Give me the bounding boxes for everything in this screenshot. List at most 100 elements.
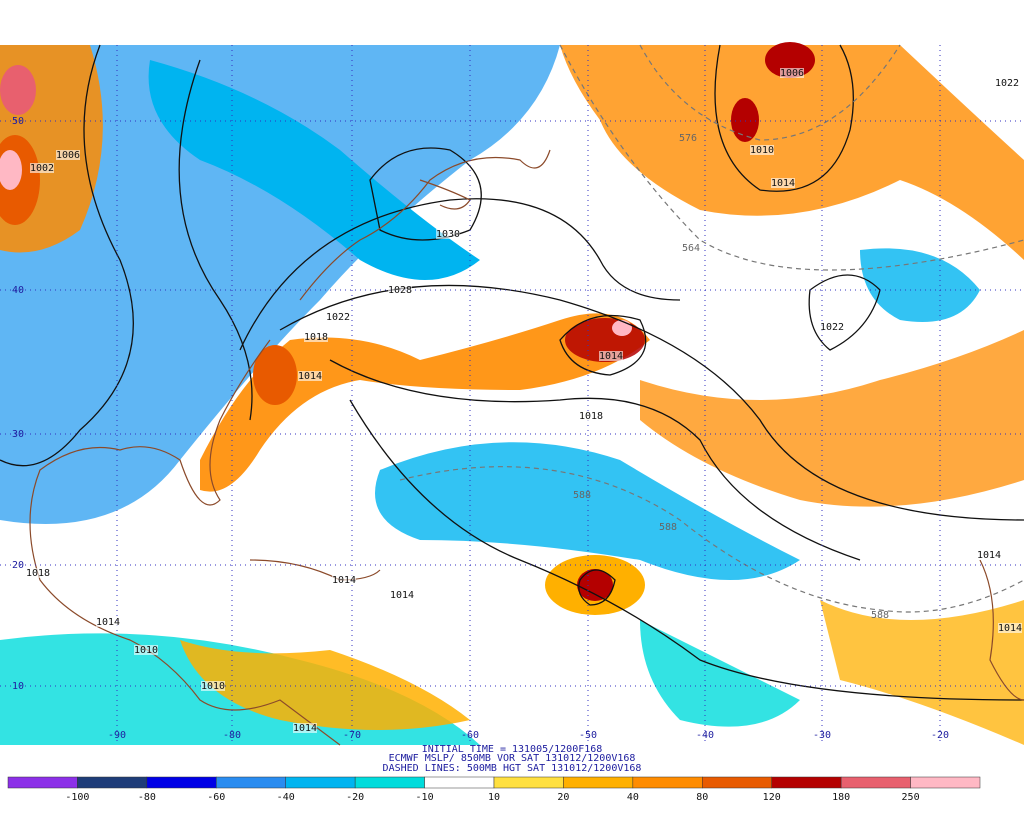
colorbar-swatch — [285, 776, 356, 789]
isobar-label: 1014 — [998, 623, 1022, 634]
isobar-label-bg — [56, 150, 80, 160]
isobar-label-bg — [599, 351, 623, 361]
isobar-label: 1010 — [134, 645, 158, 656]
colorbar-label: -60 — [207, 792, 225, 803]
map-title: INITIAL TIME = 131005/1200F168 ECMWF MSL… — [383, 744, 642, 774]
colorbar-swatch — [563, 776, 634, 789]
isobar-label-bg — [388, 285, 412, 295]
isobar-label-bg — [390, 590, 414, 600]
lat-label: 30 — [12, 429, 24, 440]
isobar-label-bg — [579, 411, 603, 421]
isobar-label-bg — [298, 371, 322, 381]
colorbar-swatch — [702, 776, 772, 789]
lon-label: -40 — [696, 730, 714, 741]
isobar-label: 1014 — [96, 617, 120, 628]
colorbar-label: -80 — [138, 792, 156, 803]
isobar-label: 1030 — [436, 229, 460, 240]
isobar-label: 1014 — [298, 371, 322, 382]
height-label: 588 — [871, 610, 889, 621]
isobar-label: 1014 — [771, 178, 795, 189]
colorbar-swatch — [771, 776, 842, 789]
colorbar-swatch — [7, 776, 78, 789]
isobar-label: 1014 — [390, 590, 414, 601]
colorbar-label: -20 — [346, 792, 364, 803]
isobar-label: 1014 — [599, 351, 623, 362]
lon-label: -50 — [579, 730, 597, 741]
colorbar-swatch — [354, 776, 425, 789]
isobar-label-bg — [293, 723, 317, 733]
isobar-label: 1028 — [388, 285, 412, 296]
height-label: 564 — [682, 243, 700, 254]
isobar-label-bg — [998, 623, 1022, 633]
colorbar-swatch — [216, 776, 286, 789]
isobar-label-bg — [750, 145, 774, 155]
lat-lon-grid — [0, 45, 1024, 745]
isobar-label-bg — [134, 645, 158, 655]
colorbar-swatch — [146, 776, 217, 789]
lon-label: -80 — [223, 730, 241, 741]
colorbar-label: 250 — [902, 792, 920, 803]
isobar-label-bg — [30, 163, 54, 173]
isobar-label: 1018 — [26, 568, 50, 579]
isobar-label: 1006 — [56, 150, 80, 161]
height-label: 588 — [659, 522, 677, 533]
isobar-label: 1014 — [293, 723, 317, 734]
colorbar-label: 80 — [696, 792, 708, 803]
lat-label: 50 — [12, 116, 24, 127]
lon-label: -60 — [461, 730, 479, 741]
height-label: 576 — [679, 133, 697, 144]
isobar-label-bg — [304, 332, 328, 342]
vorticity-shading — [0, 42, 1024, 745]
colorbar-swatch — [632, 776, 703, 789]
lon-label: -30 — [813, 730, 831, 741]
coastlines — [29, 149, 1024, 746]
lon-label: -90 — [108, 730, 126, 741]
isobar-label: 1022 — [326, 312, 350, 323]
colorbar-label: 10 — [488, 792, 500, 803]
lat-label: 20 — [12, 560, 24, 571]
title-line: DASHED LINES: 500MB HGT SAT 131012/1200V… — [383, 763, 642, 774]
colorbar-swatch — [910, 776, 981, 789]
lat-label: 10 — [12, 681, 24, 692]
height-contours — [399, 44, 1024, 613]
isobar-label-bg — [326, 312, 350, 322]
colorbar-label: -40 — [277, 792, 295, 803]
isobar-label-bg — [995, 78, 1019, 88]
isobar-label-bg — [771, 178, 795, 188]
isobar-label: 1010 — [201, 681, 225, 692]
isobar-label: 1010 — [750, 145, 774, 156]
colorbar-label: 20 — [557, 792, 569, 803]
lat-label: 40 — [12, 285, 24, 296]
lon-label: -20 — [931, 730, 949, 741]
title-line: INITIAL TIME = 131005/1200F168 — [422, 744, 603, 755]
isobar-label: 1018 — [579, 411, 603, 422]
isobar-label: 1002 — [30, 163, 54, 174]
isobar-label-bg — [201, 681, 225, 691]
isobar-label: 1014 — [977, 550, 1001, 561]
colorbar-label: 120 — [763, 792, 781, 803]
colorbar-swatch — [424, 776, 495, 789]
isobar-label-bg — [436, 229, 460, 239]
colorbar-swatch — [77, 776, 148, 789]
height-label: 588 — [573, 490, 591, 501]
isobar-label: 1022 — [820, 322, 844, 333]
colorbar-swatch — [493, 776, 564, 789]
colorbar-swatch — [840, 776, 911, 789]
isobar-label-bg — [96, 617, 120, 627]
colorbar-label: -100 — [65, 792, 89, 803]
colorbar-label: -10 — [416, 792, 434, 803]
isobar-label: 1014 — [332, 575, 356, 586]
isobar-label: 1006 — [780, 68, 804, 79]
isobar-label-bg — [977, 550, 1001, 560]
isobar-label-bg — [820, 322, 844, 332]
lon-label: -70 — [343, 730, 361, 741]
isobar-label: 1018 — [304, 332, 328, 343]
title-line: ECMWF MSLP/ 850MB VOR SAT 131012/1200V16… — [389, 753, 636, 764]
colorbar-label: 40 — [627, 792, 639, 803]
isobar-label: 1022 — [995, 78, 1019, 89]
colorbar-label: 180 — [832, 792, 850, 803]
colorbar: -100 -80 -60 -40 -20 -10 10 20 40 80 120 180 250 — [7, 776, 981, 803]
isobar-label-bg — [26, 568, 50, 578]
